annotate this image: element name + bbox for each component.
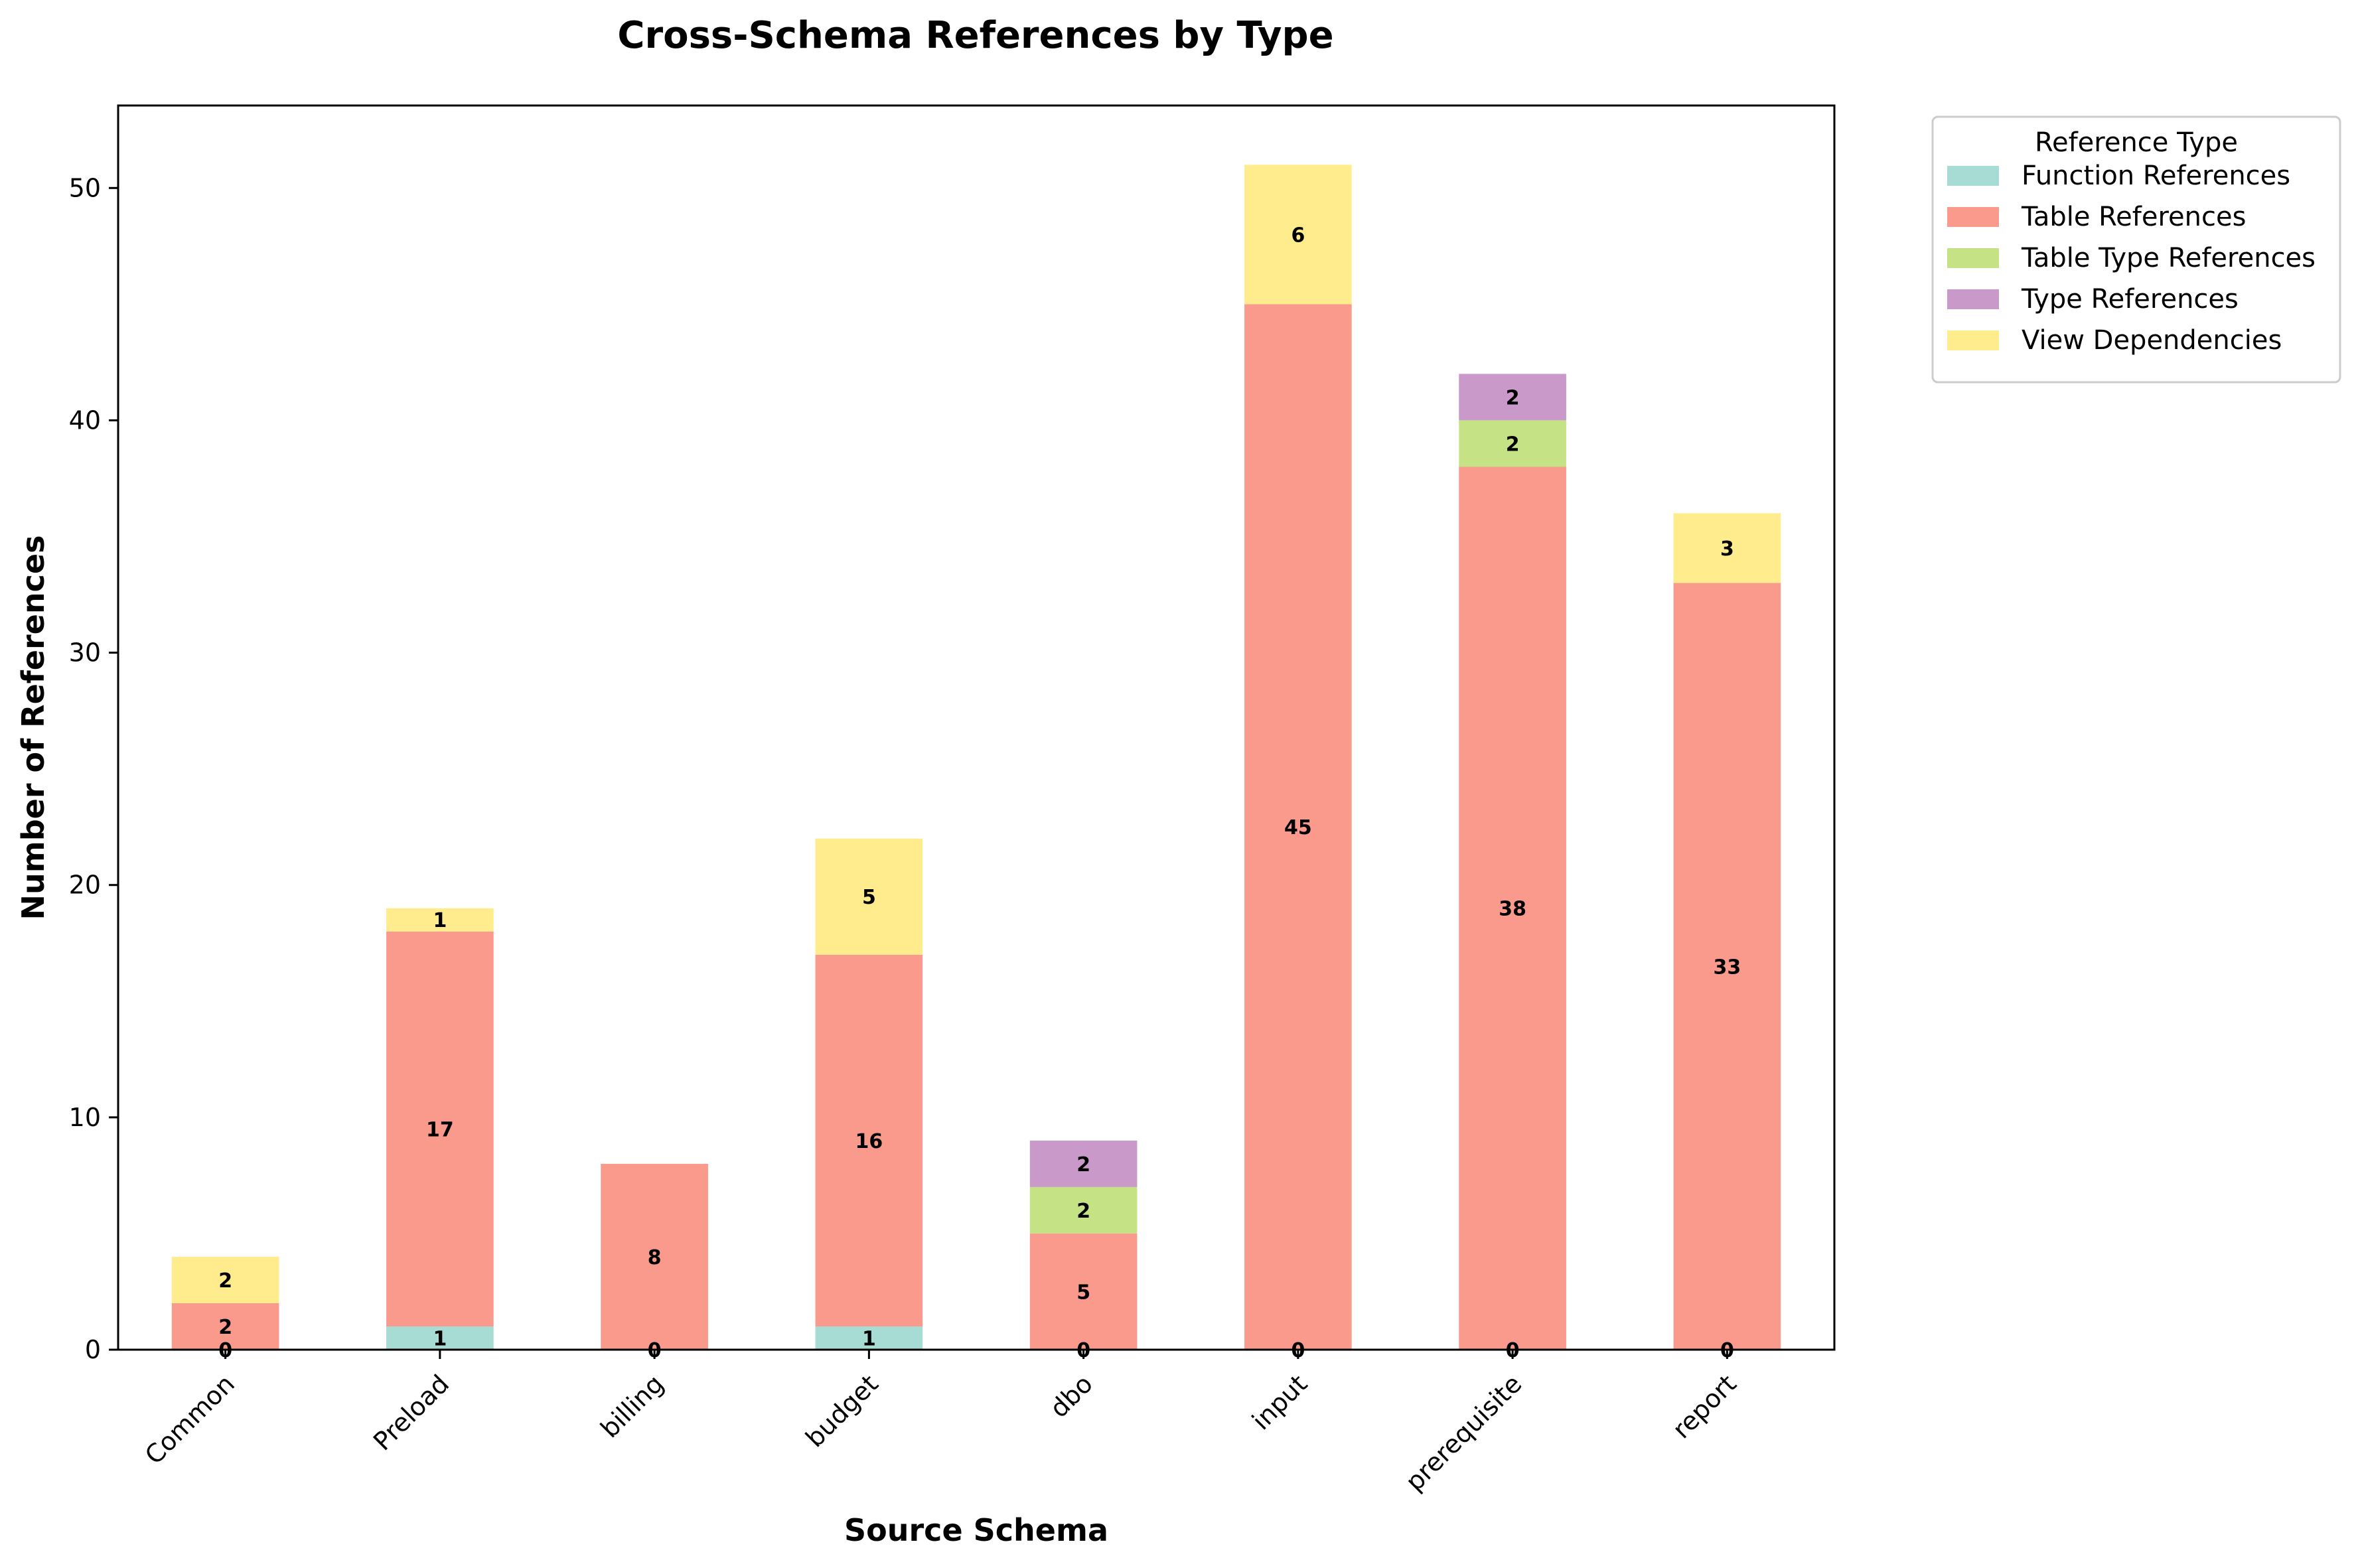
legend-entry-function-references: Function References [2022,161,2290,191]
legend-swatch-table-references [1947,207,1999,227]
bar-value-label: 17 [426,1118,454,1141]
x-tick-label-dbo: dbo [1044,1369,1098,1423]
y-axis-label: Number of References [15,535,51,920]
bar-value-label: 8 [648,1246,662,1269]
bar-input-view-dependencies [1244,165,1352,305]
legend-swatch-function-references [1947,166,1999,186]
bar-billing-table-references [601,1163,708,1350]
bar-value-label: 2 [1076,1153,1090,1176]
bars-layer [171,165,1781,1350]
x-tick-label-prerequisite: prerequisite [1400,1369,1527,1496]
bar-dbo-table-references [1029,1233,1138,1350]
x-tick-label-input: input [1246,1369,1313,1435]
legend-items: Function References Table References Table… [1947,161,2316,356]
x-tick-label-billing: billing [595,1369,669,1443]
bar-value-label: 2 [1076,1200,1090,1223]
y-tick-label: 50 [69,173,101,202]
legend-title: Reference Type [2035,127,2238,158]
bar-prerequisite-table-type-references [1459,420,1566,467]
bar-preload-function-references [386,1326,494,1350]
x-tick-label-report: report [1667,1369,1742,1444]
bar-value-label: 2 [1506,386,1520,409]
x-tick-label-budget: budget [800,1369,883,1453]
legend-swatch-type-references [1947,289,1999,309]
bar-value-label: 5 [862,886,876,909]
bar-budget-table-references [815,954,923,1326]
bar-value-label: 1 [862,1327,876,1350]
bar-value-label: 3 [1720,537,1734,561]
bar-value-label: 33 [1714,956,1741,979]
y-tick-label: 0 [85,1335,101,1364]
legend-box [1931,115,2341,384]
bar-dbo-type-references [1029,1140,1138,1187]
bar-prerequisite-type-references [1459,374,1566,421]
bar-common-view-dependencies [171,1256,279,1303]
bar-report-view-dependencies [1673,513,1781,583]
bar-value-label: 5 [1076,1281,1090,1304]
legend-swatch-table-type-references [1947,248,1999,268]
bar-value-label: 2 [218,1316,232,1339]
bar-value-label: 6 [1291,224,1305,247]
x-tick-label-common: Common [139,1369,240,1470]
x-tick-label-preload: Preload [368,1369,455,1456]
bar-value-label: 2 [218,1269,232,1293]
y-tick-label: 30 [69,638,101,668]
legend-entry-table-type-references: Table Type References [2021,243,2316,273]
bar-value-label: 1 [433,1327,447,1350]
bar-input-table-references [1244,304,1352,1350]
legend: Reference Type Function References Table … [1931,115,2341,384]
y-tick-label: 10 [69,1103,101,1132]
bar-dbo-table-type-references [1029,1186,1138,1234]
bar-value-label: 16 [855,1130,883,1153]
bar-preload-table-references [386,931,494,1326]
legend-entry-type-references: Type References [2021,284,2239,315]
bar-labels-layer: 022117108116505220456038220333 [218,224,1741,1362]
bar-value-label: 45 [1284,816,1312,839]
bar-value-label: 38 [1499,898,1526,921]
y-tick-label: 40 [69,405,101,435]
bar-report-table-references [1673,583,1781,1350]
bar-value-label: 1 [433,909,447,932]
bar-prerequisite-table-references [1459,466,1566,1350]
bar-preload-view-dependencies [386,908,494,932]
legend-swatch-view-dependencies [1947,330,1999,350]
bar-budget-view-dependencies [815,838,923,955]
legend-entry-table-references: Table References [2021,202,2246,232]
plot-area-frame [117,104,1836,1351]
bar-budget-function-references [815,1326,923,1350]
y-tick-label: 20 [69,871,101,900]
y-axis: 0 10 20 30 40 50 [69,173,118,1364]
legend-entry-view-dependencies: View Dependencies [2022,325,2282,356]
chart-title: Cross-Schema References by Type [617,14,1333,57]
x-axis: Common Preload billing budget dbo input prereq… [139,1350,1742,1496]
bar-common-table-references [171,1303,279,1350]
x-axis-label: Source Schema [844,1512,1108,1548]
bar-value-label: 2 [1506,433,1520,456]
